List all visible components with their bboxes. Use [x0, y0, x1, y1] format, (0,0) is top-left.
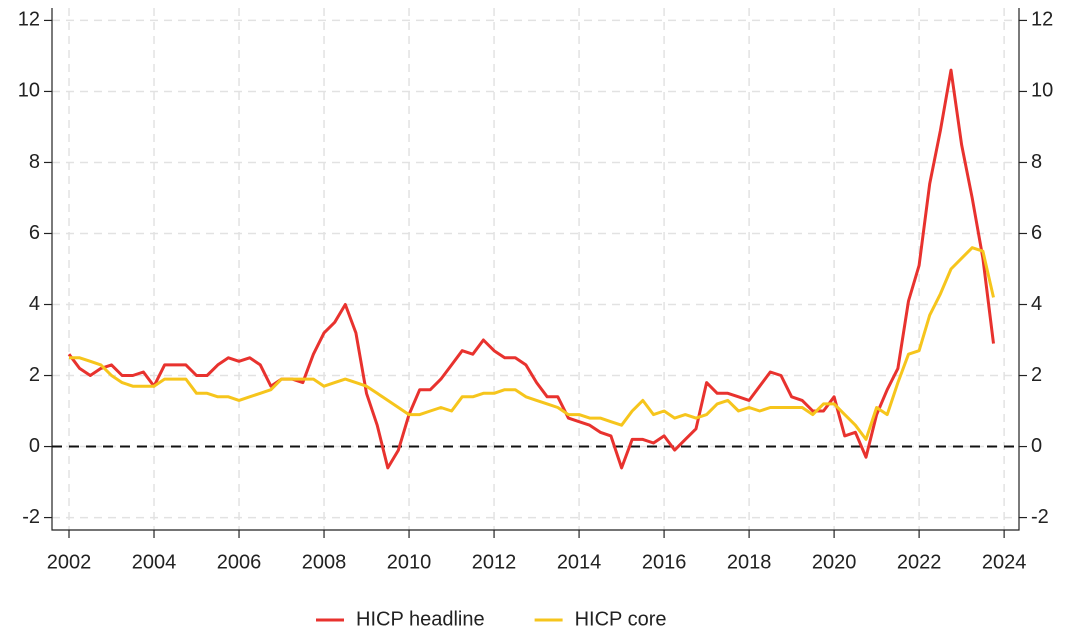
x-tick-label: 2020	[812, 551, 857, 573]
x-tick-label: 2014	[557, 551, 602, 573]
x-tick-label: 2002	[47, 551, 92, 573]
y2-tick-label: 8	[1031, 151, 1042, 173]
series-line	[69, 246, 995, 441]
y-tick-label: -2	[22, 506, 40, 528]
axis-frame	[51, 8, 1020, 531]
y2-tick-label: 6	[1031, 222, 1042, 244]
x-tick-label: 2008	[302, 551, 347, 573]
y2-tick-label: -2	[1031, 506, 1049, 528]
y2-tick-label: 12	[1031, 9, 1053, 31]
x-tick-label: 2022	[897, 551, 942, 573]
x-tick-label: 2024	[982, 551, 1027, 573]
y2-tick-label: 0	[1031, 435, 1042, 457]
y-tick-label: 2	[29, 364, 40, 386]
x-tick-label: 2012	[472, 551, 517, 573]
y2-tick-label: 4	[1031, 293, 1042, 315]
x-tick-label: 2006	[217, 551, 262, 573]
x-tick-label: 2004	[132, 551, 177, 573]
y-tick-label: 6	[29, 222, 40, 244]
y-tick-label: 4	[29, 293, 40, 315]
x-tick-label: 2016	[642, 551, 687, 573]
y2-tick-label: 2	[1031, 364, 1042, 386]
y2-tick-label: 10	[1031, 80, 1053, 102]
legend-label: HICP headline	[356, 608, 485, 630]
y-tick-label: 10	[18, 80, 40, 102]
y-tick-label: 0	[29, 435, 40, 457]
y-tick-label: 12	[18, 9, 40, 31]
x-tick-label: 2010	[387, 551, 432, 573]
y-tick-label: 8	[29, 151, 40, 173]
x-tick-label: 2018	[727, 551, 772, 573]
legend-label: HICP core	[575, 608, 667, 630]
series-line	[67, 68, 995, 470]
